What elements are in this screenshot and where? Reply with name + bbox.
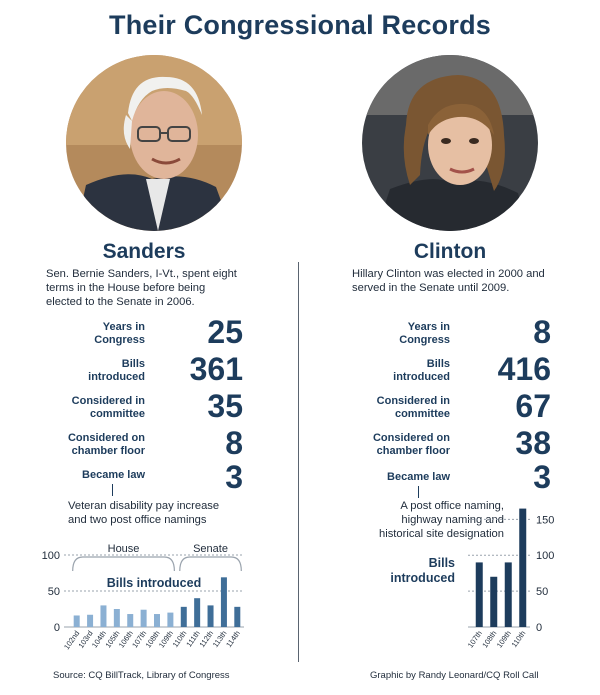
clinton-years-value: 8 xyxy=(533,314,551,350)
bar xyxy=(504,562,512,627)
sanders-bills-label: Bills introduced xyxy=(88,358,145,383)
bar xyxy=(207,605,214,627)
credit-note: Graphic by Randy Leonard/CQ Roll Call xyxy=(370,670,539,681)
x-tick-label: 108th xyxy=(480,629,498,650)
bar xyxy=(154,614,160,627)
sanders-bills-value: 361 xyxy=(189,351,243,387)
page-title: Their Congressional Records xyxy=(109,10,491,40)
sanders-floor-value: 8 xyxy=(225,425,243,461)
sanders-bills-chart: 050100102nd103rd104th105th106th107th108t… xyxy=(42,543,244,651)
clinton-law-note: A post office naming, highway naming and… xyxy=(379,500,504,540)
bar xyxy=(113,609,120,627)
sanders-law-connector xyxy=(112,484,113,496)
clinton-law-value: 3 xyxy=(533,459,551,495)
clinton-years-label: Years in Congress xyxy=(399,321,450,346)
column-divider xyxy=(298,262,299,662)
bar xyxy=(234,606,241,627)
clinton-portrait xyxy=(362,55,538,231)
sanders-years-label: Years in Congress xyxy=(94,321,145,346)
bar xyxy=(519,508,527,627)
clinton-floor-value: 38 xyxy=(515,425,551,461)
source-note: Source: CQ BillTrack, Library of Congres… xyxy=(53,670,230,681)
bar xyxy=(490,576,498,627)
sanders-law-value: 3 xyxy=(225,459,243,495)
bar xyxy=(73,615,80,627)
house-label: House xyxy=(108,543,140,555)
clinton-law-label: Became law xyxy=(387,471,450,483)
bar xyxy=(100,605,107,627)
y-tick-label: 100 xyxy=(42,550,60,562)
x-tick-label: 110th xyxy=(510,629,528,649)
house-bracket xyxy=(72,556,175,572)
bar xyxy=(127,614,134,627)
x-tick-label: 107th xyxy=(466,629,484,650)
clinton-bills-value: 416 xyxy=(497,351,551,387)
bar xyxy=(180,606,187,627)
bar xyxy=(475,562,483,627)
y-tick-label: 150 xyxy=(536,514,554,526)
x-tick-label: 109th xyxy=(157,629,175,650)
sanders-bio: Sen. Bernie Sanders, I-Vt., spent eight … xyxy=(46,268,237,308)
bar xyxy=(87,614,94,627)
sanders-law-note: Veteran disability pay increase and two … xyxy=(68,500,220,526)
bar xyxy=(140,609,147,627)
y-tick-label: 0 xyxy=(54,622,60,634)
y-tick-label: 50 xyxy=(48,586,60,598)
y-tick-label: 100 xyxy=(536,550,554,562)
senate-bracket xyxy=(179,556,242,572)
clinton-floor-label: Considered on chamber floor xyxy=(372,432,450,457)
chart-title: Bills introduced xyxy=(390,556,455,585)
clinton-committee-label: Considered in committee xyxy=(376,395,450,420)
x-tick-label: 109th xyxy=(495,629,513,650)
sanders-law-label: Became law xyxy=(82,469,145,481)
bar xyxy=(220,577,227,627)
clinton-bio: Hillary Clinton was elected in 2000 and … xyxy=(352,268,545,294)
bar xyxy=(194,598,201,627)
x-tick-label: 114th xyxy=(224,629,242,649)
clinton-committee-value: 67 xyxy=(515,388,551,424)
x-tick-label: 110th xyxy=(171,629,189,649)
sanders-floor-label: Considered on chamber floor xyxy=(67,432,145,457)
chart-title: Bills introduced xyxy=(107,576,201,590)
sanders-portrait xyxy=(66,55,242,231)
sanders-committee-value: 35 xyxy=(207,388,243,424)
y-tick-label: 50 xyxy=(536,586,548,598)
clinton-bills-label: Bills introduced xyxy=(393,358,450,383)
clinton-law-connector xyxy=(418,486,419,498)
sanders-name: Sanders xyxy=(102,240,186,263)
senate-label: Senate xyxy=(193,543,228,555)
clinton-name: Clinton xyxy=(413,240,487,263)
y-tick-label: 0 xyxy=(536,622,542,634)
sanders-committee-label: Considered in committee xyxy=(71,395,145,420)
bar xyxy=(167,612,174,627)
chart-title-line: introduced xyxy=(390,571,455,585)
chart-title-line: Bills xyxy=(429,556,455,570)
sanders-years-value: 25 xyxy=(207,314,243,350)
